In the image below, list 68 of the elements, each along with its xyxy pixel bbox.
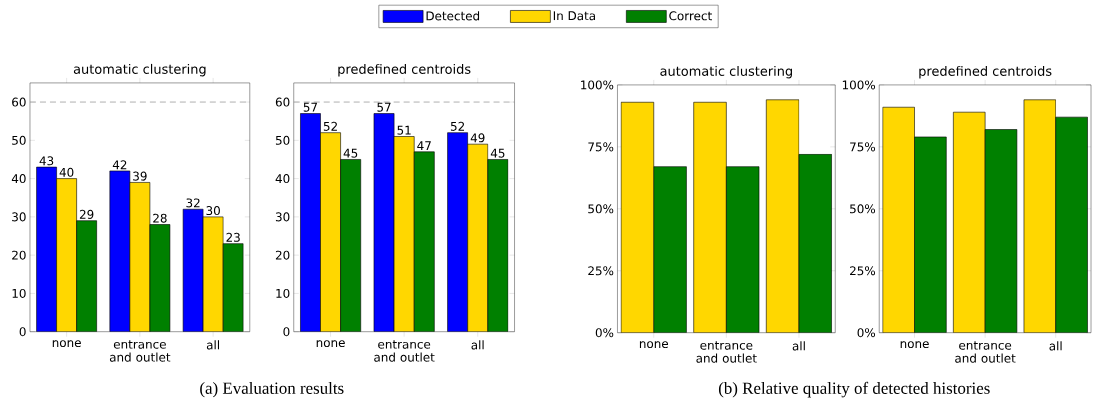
y-tick-label: 100% xyxy=(842,80,876,90)
text: (a) Evaluation results xyxy=(200,382,344,398)
y-tick-label: 50 xyxy=(275,136,290,146)
y-tick-label: 75% xyxy=(588,142,614,152)
chart-title: automatic clustering xyxy=(73,64,206,77)
y-tick-label: 50% xyxy=(588,204,614,214)
data-label: 29 xyxy=(79,210,94,220)
data-label: 45 xyxy=(490,148,505,158)
data-label: 28 xyxy=(153,213,167,223)
y-tick-label: 30 xyxy=(275,212,290,222)
x-tick-label: none xyxy=(316,340,345,348)
y-tick-label: 10 xyxy=(12,289,26,299)
x-tick-label: none xyxy=(52,340,81,348)
x-tick-label: entrance and outlet xyxy=(374,340,435,362)
data-label: 57 xyxy=(377,103,391,112)
y-tick-label: 10 xyxy=(276,289,290,299)
y-tick-label: 75% xyxy=(850,142,876,152)
y-tick-label: 20 xyxy=(12,250,26,260)
data-label: 47 xyxy=(417,141,431,151)
y-tick-label: 40 xyxy=(11,174,26,184)
data-label: 52 xyxy=(450,122,465,132)
data-label: 23 xyxy=(226,233,240,243)
chart-title: predefined centroids xyxy=(919,66,1052,79)
x-tick-label: all xyxy=(1049,341,1062,351)
x-tick-label: all xyxy=(206,340,220,350)
chart-title: automatic clustering xyxy=(660,66,792,79)
text: (b) Relative quality of detected histories xyxy=(718,382,990,398)
bar xyxy=(109,170,131,332)
data-label: 30 xyxy=(206,206,220,216)
y-tick-label: 25% xyxy=(850,266,876,276)
data-label: 49 xyxy=(470,133,485,143)
y-tick-label: 0% xyxy=(857,328,876,338)
data-label: 40 xyxy=(59,167,74,177)
y-tick-label: 0% xyxy=(595,328,614,338)
data-label: 32 xyxy=(186,198,200,208)
x-tick-label: none xyxy=(900,341,929,349)
y-tick-label: 25% xyxy=(588,266,614,276)
y-tick-label: 50 xyxy=(12,136,26,146)
x-tick-label: entrance and outlet xyxy=(955,341,1016,363)
y-tick-label: 30 xyxy=(12,212,26,222)
legend-label: Correct xyxy=(669,11,712,21)
data-label: 57 xyxy=(303,103,317,112)
y-tick-label: 60 xyxy=(275,97,290,107)
x-tick-label: all xyxy=(792,341,805,351)
x-tick-label: entrance and outlet xyxy=(109,340,171,362)
data-label: 42 xyxy=(112,160,127,170)
y-tick-label: 40 xyxy=(275,174,290,184)
x-tick-label: none xyxy=(639,341,669,349)
bar xyxy=(984,129,1018,333)
data-label: 45 xyxy=(343,148,358,158)
y-tick-label: 100% xyxy=(581,80,614,90)
data-label: 51 xyxy=(397,126,411,135)
y-tick-label: 20 xyxy=(275,250,290,260)
legend-label: Detected xyxy=(426,11,480,21)
bar xyxy=(1055,117,1088,333)
legend-label: In Data xyxy=(553,11,595,21)
y-tick-label: 50% xyxy=(850,204,876,214)
data-label: 52 xyxy=(323,122,337,132)
bar xyxy=(914,136,947,333)
x-tick-label: entrance and outlet xyxy=(696,341,757,363)
x-tick-label: all xyxy=(471,340,484,350)
y-tick-label: 0 xyxy=(19,327,26,337)
y-tick-label: 60 xyxy=(12,97,26,107)
data-label: 39 xyxy=(133,171,147,181)
bar xyxy=(36,167,57,332)
y-tick-label: 0 xyxy=(283,327,290,337)
chart-title: predefined centroids xyxy=(338,64,471,77)
data-label: 43 xyxy=(39,156,54,166)
